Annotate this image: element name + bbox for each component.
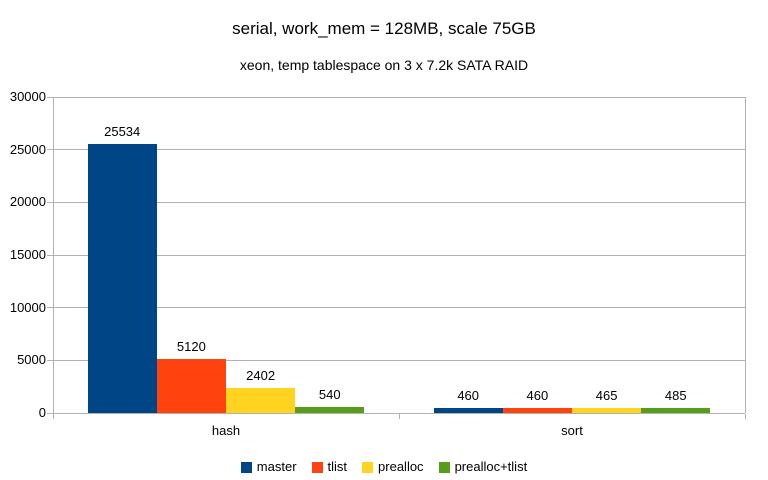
value-label-prealloc-sort: 465 — [595, 388, 618, 404]
y-axis-tick-label: 5000 — [17, 352, 46, 368]
plot-right-border — [745, 97, 746, 413]
y-axis-tick — [47, 307, 53, 309]
legend-label: tlist — [327, 459, 348, 474]
y-axis-tick-label: 30000 — [9, 89, 46, 104]
value-label-tlist-hash: 5120 — [176, 339, 206, 355]
value-label-prealloc+tlist-hash: 540 — [318, 387, 341, 403]
gridline — [53, 201, 745, 203]
legend-label: master — [256, 459, 297, 474]
y-axis-tick-label: 20000 — [9, 194, 46, 210]
y-axis-tick — [47, 254, 53, 256]
bar-prealloc+tlist-hash — [295, 407, 365, 413]
y-axis-tick — [47, 201, 53, 203]
legend-swatch-tlist — [311, 461, 323, 473]
gridline — [53, 307, 745, 309]
y-axis-line — [53, 97, 54, 413]
bar-tlist-sort — [502, 408, 572, 413]
legend-swatch-master — [240, 461, 252, 473]
y-axis-tick — [47, 149, 53, 151]
y-axis-tick — [47, 359, 53, 361]
chart-title: serial, work_mem = 128MB, scale 75GB — [232, 19, 536, 38]
x-axis-tick — [399, 414, 400, 419]
legend-swatch-prealloc — [362, 461, 374, 473]
gridline — [53, 149, 745, 151]
legend-swatch-prealloc+tlist — [438, 461, 450, 473]
legend-label: prealloc+tlist — [454, 459, 528, 474]
gridline — [53, 359, 745, 361]
y-axis-tick-label: 15000 — [9, 247, 46, 262]
x-axis-category-label: sort — [561, 423, 583, 438]
gridline — [53, 254, 745, 256]
legend-item-prealloc+tlist: prealloc+tlist — [438, 459, 528, 475]
value-label-master-sort: 460 — [457, 388, 480, 404]
value-label-tlist-sort: 460 — [526, 388, 549, 404]
value-label-prealloc+tlist-sort: 485 — [664, 387, 687, 403]
bar-master-sort — [433, 408, 503, 413]
x-axis-category-label: hash — [211, 423, 241, 438]
legend-label: prealloc — [378, 459, 424, 474]
x-axis-line — [53, 413, 745, 414]
bar-master-hash — [87, 144, 157, 413]
y-axis-tick — [47, 412, 53, 414]
x-axis-tick — [53, 414, 54, 419]
y-axis-tick-label: 10000 — [9, 299, 46, 315]
bar-prealloc+tlist-sort — [641, 407, 711, 413]
y-axis-tick-label: 25000 — [9, 141, 46, 157]
x-axis-tick — [745, 414, 746, 419]
bar-prealloc-sort — [572, 408, 642, 413]
bar-tlist-hash — [156, 359, 226, 413]
value-label-master-hash: 25534 — [104, 124, 141, 140]
legend-item-tlist: tlist — [311, 459, 348, 475]
y-axis-tick — [47, 96, 53, 98]
legend-item-master: master — [240, 459, 297, 475]
chart-subtitle: xeon, temp tablespace on 3 x 7.2k SATA R… — [239, 57, 529, 73]
bar-prealloc-hash — [226, 387, 296, 413]
value-label-prealloc-hash: 2402 — [246, 367, 276, 383]
legend-item-prealloc: prealloc — [362, 459, 424, 475]
legend: master tlist prealloc prealloc+tlist — [0, 457, 768, 477]
y-axis-tick-label: 0 — [38, 405, 46, 420]
gridline — [53, 96, 745, 98]
